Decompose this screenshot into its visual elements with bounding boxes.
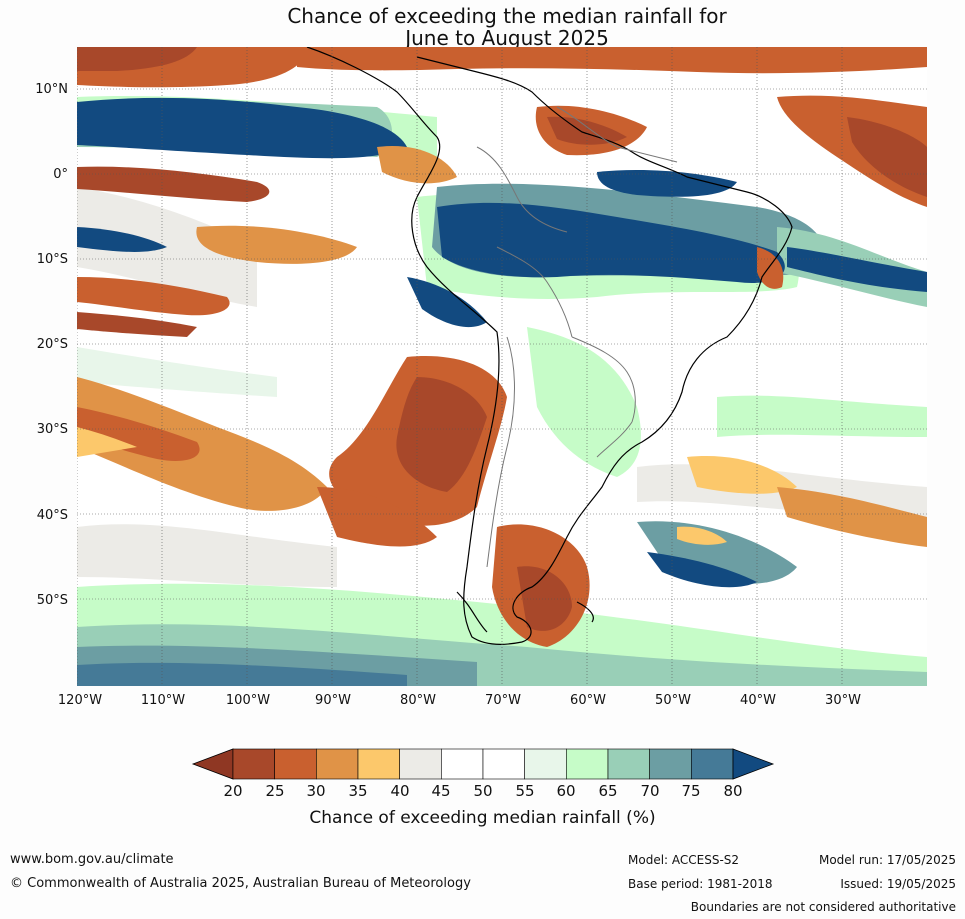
colorbar-cell <box>607 748 650 780</box>
graticule <box>77 47 927 686</box>
colorbar-cell <box>524 748 567 780</box>
lon-label-50W: 50°W <box>655 693 691 708</box>
footer-url: www.bom.gov.au/climate <box>10 852 174 867</box>
map-canvas <box>77 47 927 686</box>
colorbar-cell <box>399 748 442 780</box>
colorbar-tick: 35 <box>348 782 368 800</box>
lon-label-110W: 110°W <box>140 693 186 708</box>
colorbar-title: Chance of exceeding median rainfall (%) <box>309 808 656 828</box>
lat-label-30S: 30°S <box>36 422 68 437</box>
lat-label-20S: 20°S <box>36 337 68 352</box>
country-borders <box>476 106 678 568</box>
colorbar-cell <box>691 748 734 780</box>
colorbar-tick: 25 <box>265 782 285 800</box>
colorbar-cell <box>566 748 609 780</box>
high-probability-areas <box>77 97 927 686</box>
colorbar <box>191 748 775 780</box>
colorbar-tick: 60 <box>556 782 576 800</box>
lon-label-30W: 30°W <box>825 693 861 708</box>
footer-copyright: © Commonwealth of Australia 2025, Austra… <box>10 876 471 891</box>
footer-base-period: Base period: 1981-2018 <box>628 877 773 891</box>
colorbar-tick: 70 <box>640 782 660 800</box>
colorbar-tick: 50 <box>473 782 493 800</box>
colorbar-tick: 40 <box>390 782 410 800</box>
colorbar-tick: 45 <box>431 782 451 800</box>
coastlines <box>306 47 793 645</box>
colorbar-cell <box>357 748 400 780</box>
colorbar-tick: 20 <box>223 782 243 800</box>
footer-disclaimer: Boundaries are not considered authoritat… <box>690 900 956 914</box>
lat-label-10N: 10°N <box>35 82 68 97</box>
colorbar-cell <box>316 748 359 780</box>
footer-model-run: Model run: 17/05/2025 <box>818 853 956 867</box>
lat-label-0: 0° <box>53 167 68 182</box>
colorbar-cell <box>649 748 692 780</box>
colorbar-cell <box>482 748 525 780</box>
colorbar-cell <box>232 748 275 780</box>
footer-issued: Issued: 19/05/2025 <box>840 877 956 891</box>
footer-model: Model: ACCESS-S2 <box>628 853 740 867</box>
lat-label-10S: 10°S <box>36 252 68 267</box>
lon-label-80W: 80°W <box>400 693 436 708</box>
lon-label-90W: 90°W <box>315 693 351 708</box>
colorbar-tick: 30 <box>306 782 326 800</box>
lon-label-40W: 40°W <box>740 693 776 708</box>
lon-label-100W: 100°W <box>225 693 271 708</box>
colorbar-tick: 75 <box>681 782 701 800</box>
lon-label-60W: 60°W <box>570 693 606 708</box>
low-probability-areas <box>77 47 927 647</box>
colorbar-high-arrow <box>732 748 775 780</box>
lon-label-70W: 70°W <box>485 693 521 708</box>
map-title-line2: June to August 2025 <box>405 26 609 50</box>
lon-label-120W: 120°W <box>57 693 103 708</box>
colorbar-tick: 80 <box>723 782 743 800</box>
lat-label-40S: 40°S <box>36 508 68 523</box>
colorbar-cell <box>274 748 317 780</box>
colorbar-cell <box>441 748 484 780</box>
rainfall-probability-map <box>77 47 927 686</box>
colorbar-tick: 65 <box>598 782 618 800</box>
colorbar-low-arrow <box>191 748 234 780</box>
lat-label-50S: 50°S <box>36 593 68 608</box>
colorbar-cells <box>232 748 734 780</box>
map-title-line1: Chance of exceeding the median rainfall … <box>287 4 727 28</box>
colorbar-tick: 55 <box>515 782 535 800</box>
